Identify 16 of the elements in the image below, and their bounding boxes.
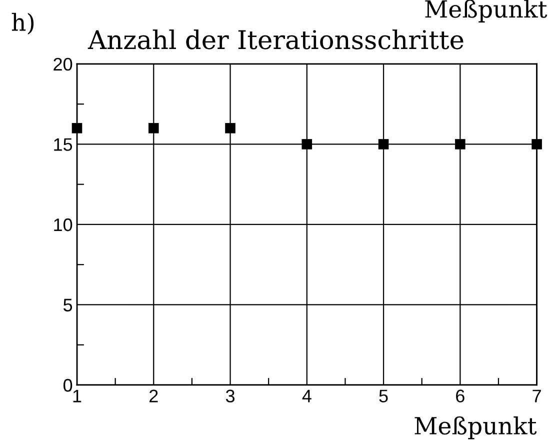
y-tick-label: 10 [54,218,72,232]
y-tick-label: 15 [54,138,72,151]
x-tick-label: 6 [456,390,464,402]
x-tick-label: 1 [73,390,82,402]
text: h) [12,12,34,34]
x-tick-label: 4 [302,390,312,402]
y-tick-label: 0 [64,378,72,392]
chart-title: Anzahl der Iterationsschritte [88,29,464,50]
x-axis-title: Meßpunkt [414,416,537,440]
x-tick-label: 2 [150,390,158,402]
x-tick-label: 7 [532,390,541,402]
x-tick-label: 3 [226,390,234,402]
x-tick-label: 5 [379,390,388,402]
y-tick-label: 20 [54,58,72,71]
text: Meßpunkt [425,0,548,22]
y-tick-label: 5 [64,298,72,312]
